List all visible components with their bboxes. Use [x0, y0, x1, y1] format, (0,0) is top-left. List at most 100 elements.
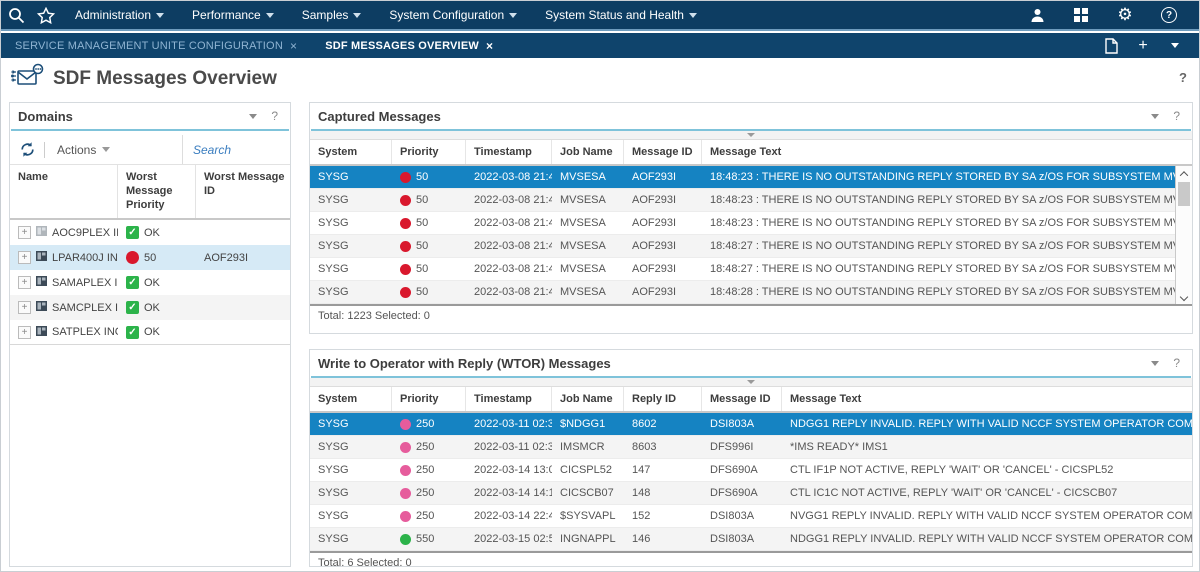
- domains-panel: Domains ? Actions: [9, 102, 291, 567]
- menu-label: System Configuration: [389, 8, 505, 22]
- column-header-message-text[interactable]: Message Text: [710, 146, 782, 158]
- menu-system-status-and-health[interactable]: System Status and Health: [531, 1, 711, 29]
- captured-message-row[interactable]: SYSG 50 2022-03-08 21:48 MVSESA AOF293I …: [310, 166, 1175, 189]
- close-icon[interactable]: ×: [289, 38, 298, 53]
- new-page-icon[interactable]: [1097, 33, 1125, 58]
- wtor-message-row[interactable]: SYSG 250 2022-03-11 02:32 $NDGG1 8602 DS…: [310, 413, 1192, 436]
- page-help-link[interactable]: ?: [1179, 70, 1187, 85]
- captured-message-row[interactable]: SYSG 50 2022-03-08 21:48 MVSESA AOF293I …: [310, 212, 1175, 235]
- user-icon[interactable]: [1015, 1, 1059, 29]
- menu-administration[interactable]: Administration: [61, 1, 178, 29]
- column-header-priority[interactable]: Priority: [392, 140, 466, 164]
- worst-message-id: [196, 220, 290, 245]
- expand-icon[interactable]: +: [18, 325, 31, 339]
- star-icon[interactable]: [31, 1, 61, 29]
- sdf-messages-icon: [11, 63, 45, 94]
- worst-message-id: AOF293I: [204, 251, 249, 264]
- tab-bar: SERVICE MANAGEMENT UNITE CONFIGURATION ×…: [1, 31, 1199, 58]
- domain-row[interactable]: + AOC9PLEX IN OK: [10, 220, 290, 246]
- priority-dot: [400, 418, 411, 430]
- chevron-down-icon: [688, 12, 697, 18]
- panel-help-icon[interactable]: ?: [1173, 109, 1180, 123]
- tab-service-management-unite-configuration[interactable]: SERVICE MANAGEMENT UNITE CONFIGURATION ×: [1, 33, 311, 58]
- expand-icon[interactable]: +: [18, 301, 31, 315]
- column-header-reply-id[interactable]: Reply ID: [624, 387, 702, 411]
- column-header-message-text[interactable]: Message Text: [790, 393, 862, 405]
- expand-icon[interactable]: +: [18, 276, 31, 290]
- close-icon[interactable]: ×: [485, 38, 494, 53]
- status-ok-icon: [126, 301, 139, 315]
- collapse-chevron-icon[interactable]: [1151, 113, 1160, 119]
- status-ok-icon: [126, 325, 139, 339]
- column-header-job-name[interactable]: Job Name: [552, 387, 624, 411]
- tab-label: SERVICE MANAGEMENT UNITE CONFIGURATION: [15, 39, 283, 52]
- navbar-left: Administration Performance Samples Syste…: [1, 1, 711, 29]
- plus-icon[interactable]: +: [1138, 36, 1148, 54]
- scroll-up-icon[interactable]: [1176, 166, 1192, 181]
- menu-performance[interactable]: Performance: [178, 1, 288, 29]
- domain-name: SAMCPLEX IN: [52, 301, 118, 314]
- worst-priority-text: 50: [144, 251, 157, 264]
- gear-icon[interactable]: ⚙: [1117, 4, 1133, 25]
- column-header-timestamp[interactable]: Timestamp: [466, 140, 552, 164]
- column-header-worst-message-priority[interactable]: Worst Message Priority: [118, 165, 196, 219]
- panel-help-icon[interactable]: ?: [271, 109, 278, 123]
- refresh-icon[interactable]: [10, 141, 44, 158]
- column-header-system[interactable]: System: [310, 387, 392, 411]
- collapse-chevron-icon[interactable]: [249, 113, 258, 119]
- expand-icon[interactable]: +: [18, 251, 31, 265]
- column-header-job-name[interactable]: Job Name: [552, 140, 624, 164]
- help-icon[interactable]: ?: [1147, 1, 1191, 29]
- captured-message-row[interactable]: SYSG 50 2022-03-08 21:48 MVSESA AOF293I …: [310, 189, 1175, 212]
- captured-total: Total: 1223 Selected: 0: [310, 304, 1192, 322]
- search-input[interactable]: [193, 142, 285, 157]
- column-header-timestamp[interactable]: Timestamp: [466, 387, 552, 411]
- chevron-down-icon: [265, 12, 274, 18]
- collapse-chevron-icon[interactable]: [1151, 360, 1160, 366]
- wtor-total: Total: 6 Selected: 0: [310, 551, 1192, 569]
- captured-message-row[interactable]: SYSG 50 2022-03-08 21:48 MVSESA AOF293I …: [310, 258, 1175, 281]
- vertical-scrollbar[interactable]: [1175, 166, 1192, 304]
- domains-search: [182, 135, 290, 164]
- wtor-message-row[interactable]: SYSG 550 2022-03-15 02:51 INGNAPPL 146 D…: [310, 528, 1192, 551]
- actions-menu-button[interactable]: Actions: [45, 143, 122, 157]
- domain-row[interactable]: + SAMAPLEX IN OK: [10, 270, 290, 296]
- worst-message-id: [196, 270, 290, 295]
- expand-icon[interactable]: +: [18, 226, 31, 240]
- domain-row[interactable]: + SAMCPLEX IN OK: [10, 295, 290, 321]
- wtor-message-row[interactable]: SYSG 250 2022-03-11 02:33 IMSMCR 8603 DF…: [310, 436, 1192, 459]
- captured-table-header: System Priority Timestamp Job Name Messa…: [310, 140, 1192, 166]
- panel-help-icon[interactable]: ?: [1173, 356, 1180, 370]
- menu-system-configuration[interactable]: System Configuration: [375, 1, 531, 29]
- column-header-priority[interactable]: Priority: [392, 387, 466, 411]
- priority-dot: [400, 171, 411, 183]
- panel-accent-line: [11, 129, 289, 131]
- wtor-message-row[interactable]: SYSG 250 2022-03-14 14:16 CICSCB07 148 D…: [310, 482, 1192, 505]
- scrollbar-thumb[interactable]: [1178, 182, 1190, 206]
- column-header-system[interactable]: System: [310, 140, 392, 164]
- menu-samples[interactable]: Samples: [288, 1, 376, 29]
- captured-message-row[interactable]: SYSG 50 2022-03-08 21:48 MVSESA AOF293I …: [310, 281, 1175, 304]
- captured-message-row[interactable]: SYSG 50 2022-03-08 21:48 MVSESA AOF293I …: [310, 235, 1175, 258]
- priority-dot: [400, 217, 411, 229]
- column-header-message-id[interactable]: Message ID: [624, 140, 702, 164]
- column-header-message-id[interactable]: Message ID: [702, 387, 782, 411]
- chevron-down-icon[interactable]: [1161, 33, 1189, 58]
- column-header-name[interactable]: Name: [10, 165, 118, 219]
- wtor-message-row[interactable]: SYSG 250 2022-03-14 13:00 CICSPL52 147 D…: [310, 459, 1192, 482]
- domain-name: SAMAPLEX IN: [52, 276, 118, 289]
- worst-priority-text: OK: [144, 301, 160, 314]
- app-grid-icon[interactable]: [1059, 1, 1103, 29]
- panel-accent-line: [311, 129, 1191, 131]
- tab-sdf-messages-overview[interactable]: SDF MESSAGES OVERVIEW ×: [311, 31, 508, 58]
- search-icon[interactable]: [1, 1, 31, 29]
- domain-row[interactable]: + LPAR400J ING 50 AOF293I: [10, 245, 290, 271]
- domain-row[interactable]: + SATPLEX ING OK: [10, 320, 290, 346]
- grid-filter-handle[interactable]: [310, 378, 1192, 387]
- column-header-worst-message-id[interactable]: Worst Message ID: [204, 171, 285, 197]
- priority-dot: [400, 510, 411, 522]
- scroll-down-icon[interactable]: [1176, 289, 1192, 304]
- wtor-message-row[interactable]: SYSG 250 2022-03-14 22:47 $SYSVAPL 152 D…: [310, 505, 1192, 528]
- chevron-down-icon: [747, 380, 755, 384]
- grid-filter-handle[interactable]: [310, 131, 1192, 140]
